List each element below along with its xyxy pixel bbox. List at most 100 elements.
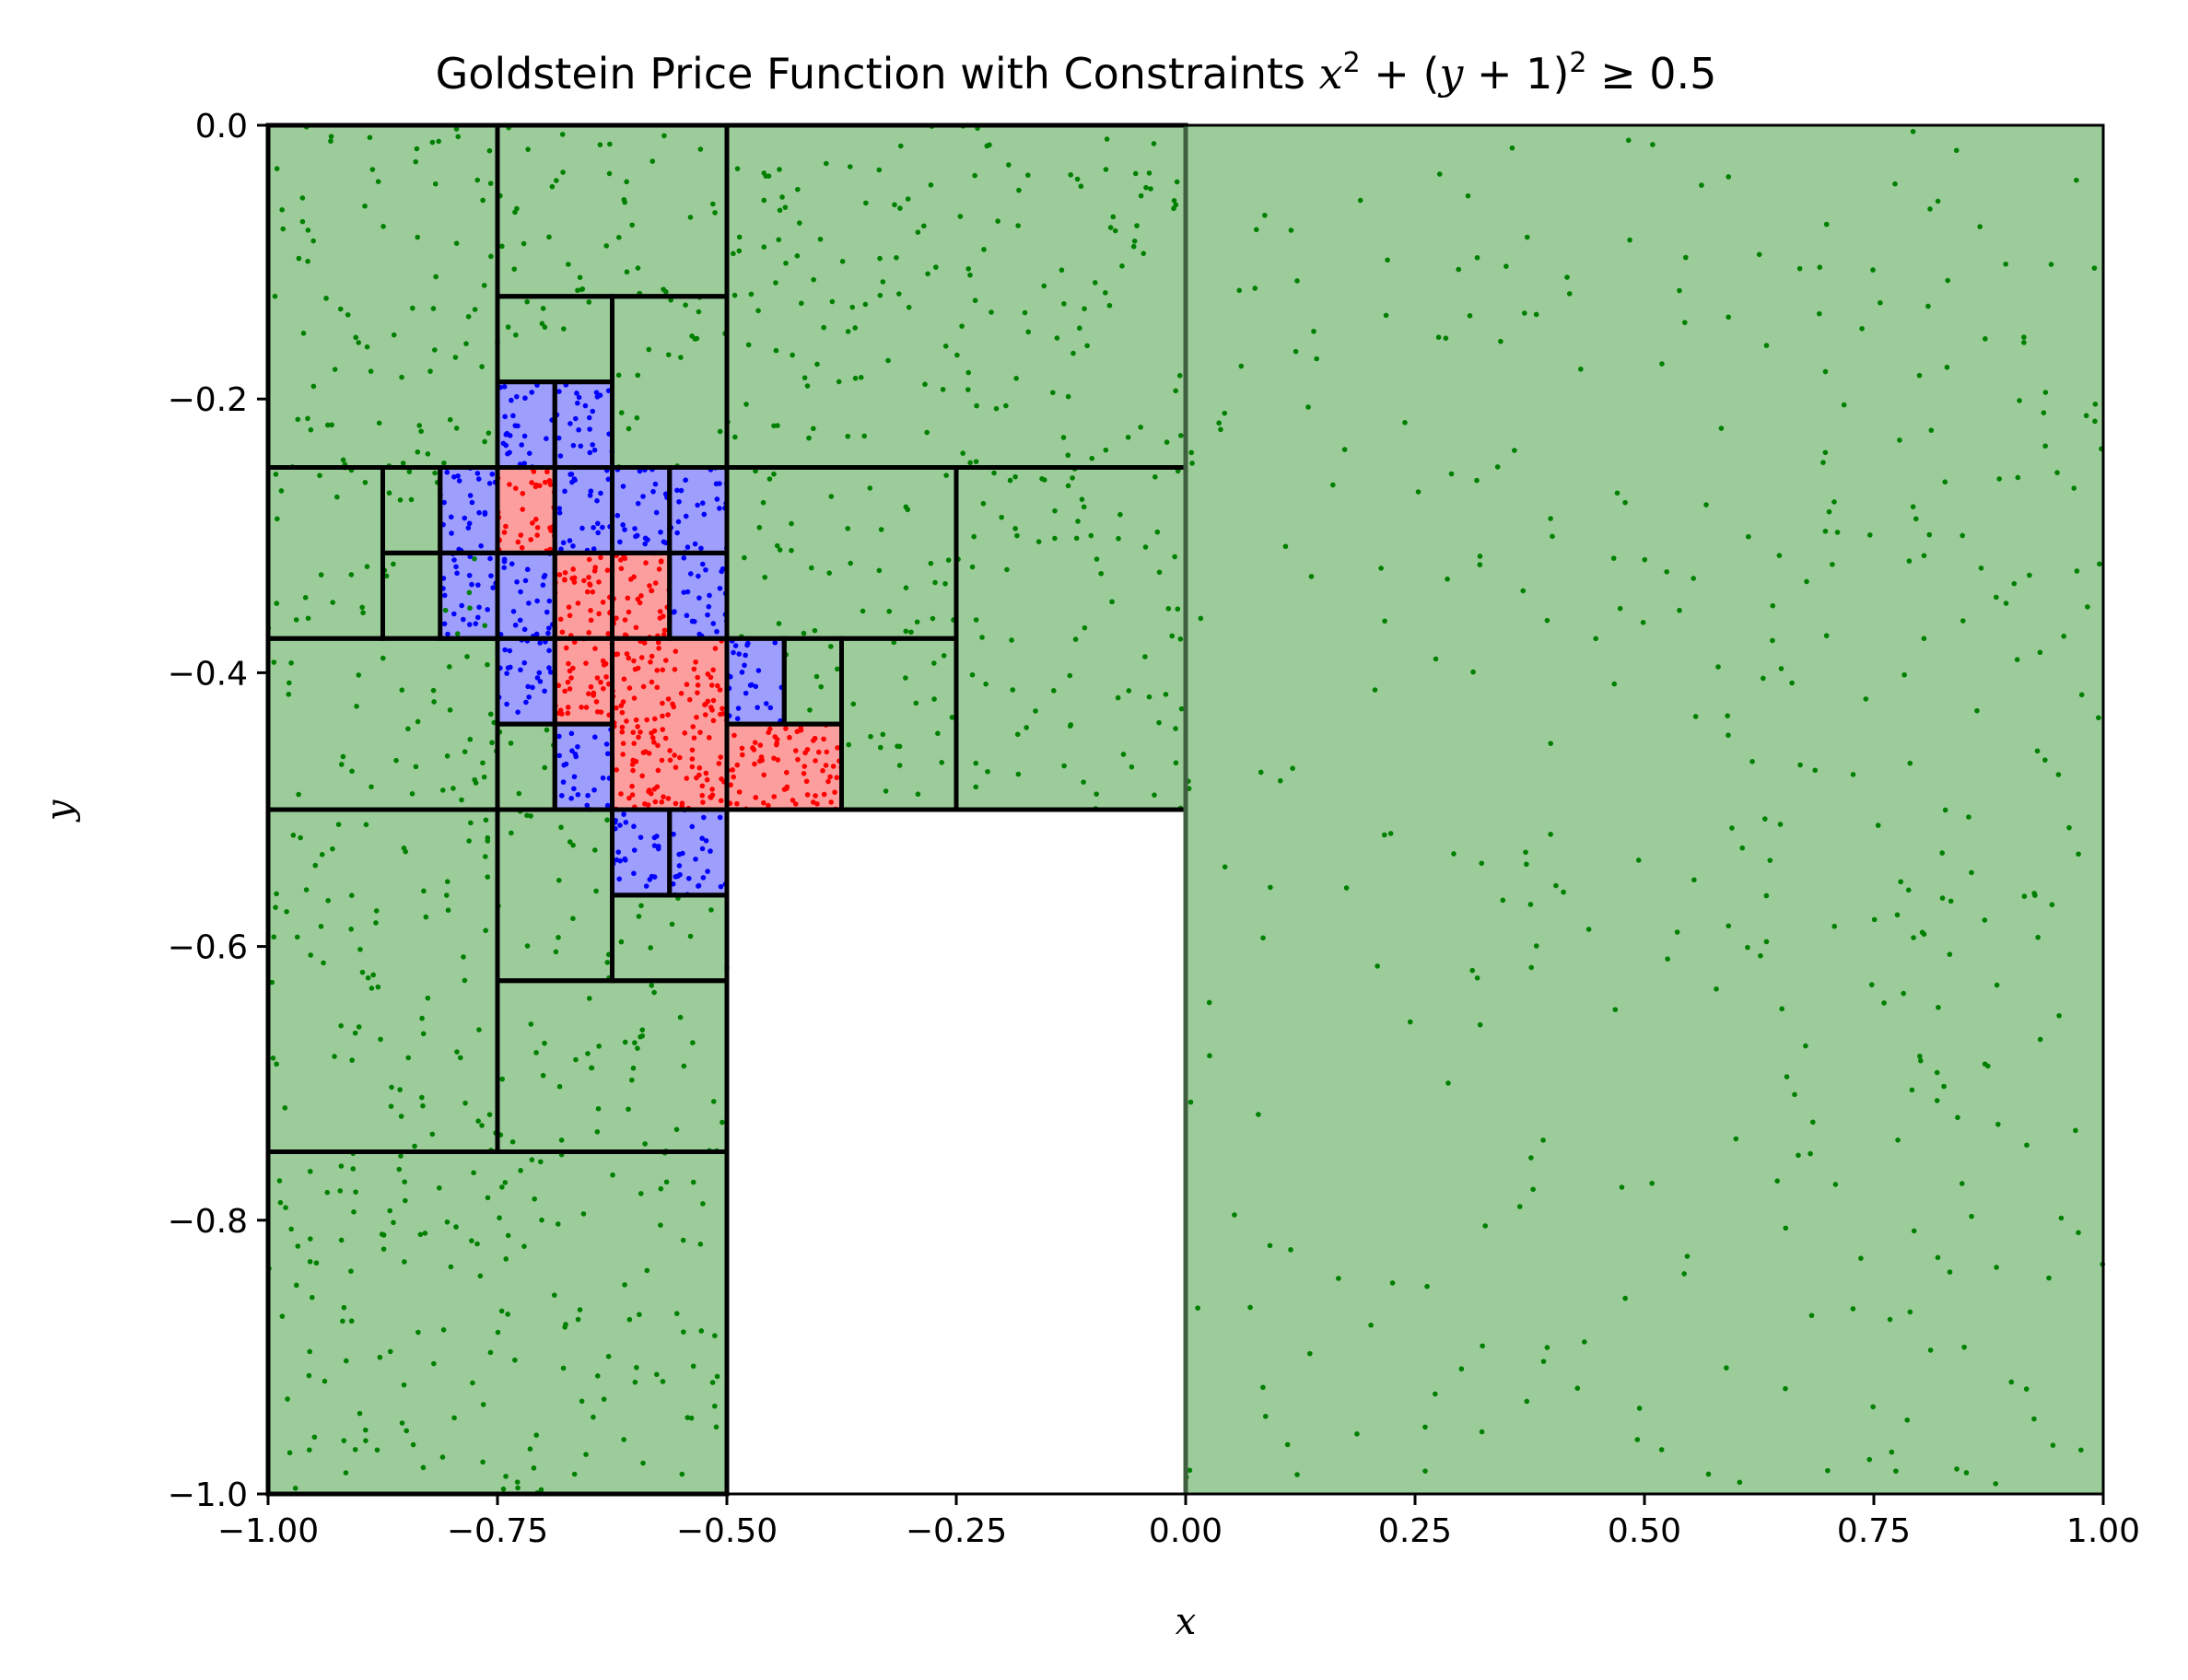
sample-point [999,514,1004,520]
sample-point [1098,570,1104,577]
sample-point [941,653,947,659]
sample-point [516,790,522,797]
sample-point [356,340,362,345]
sample-point [556,510,563,516]
sample-point [876,567,883,574]
sample-point [1188,1099,1194,1105]
sample-point [1267,1242,1273,1249]
sample-point [1336,1276,1341,1281]
sample-point [408,496,415,503]
sample-point [512,209,518,216]
sample-point [447,664,452,670]
sample-point [1073,535,1080,542]
sample-point [755,308,761,314]
sample-point [604,960,611,965]
sample-point [810,799,816,805]
sample-point [991,470,997,476]
sample-point [515,539,521,545]
sample-point [2031,1416,2037,1422]
sample-point [640,1460,646,1466]
sample-point [795,756,801,763]
sample-point [684,682,690,687]
points-feasible [725,123,1184,466]
sample-point [971,533,977,540]
sample-point [858,374,864,380]
sample-point [1714,986,1719,992]
sample-point [677,1014,684,1021]
sample-point [1456,266,1462,273]
sample-point [1699,182,1704,188]
sample-point [476,509,482,516]
sample-point [557,453,564,459]
box-feasible [727,467,956,639]
sample-point [1917,1053,1923,1059]
sample-point [1314,356,1319,362]
sample-point [696,764,703,771]
sample-point [419,1094,425,1101]
sample-point [308,426,314,433]
sample-point [905,196,911,202]
sample-point [1553,882,1559,889]
sample-point [2066,824,2072,831]
sample-point [562,688,567,694]
sample-point [546,665,552,671]
sample-point [451,557,457,563]
sample-point [586,575,591,580]
sample-point [441,499,447,506]
sample-point [942,343,949,349]
x-tick-label: 0.25 [1378,1512,1452,1550]
sample-point [512,485,519,491]
sample-point [821,791,827,798]
sample-point [488,253,494,260]
sample-point [1774,1178,1780,1184]
sample-point [472,555,477,562]
sample-point [690,1179,696,1185]
sample-point [498,1308,505,1314]
sample-point [1330,482,1336,488]
sample-point [1014,532,1020,539]
sample-point [544,469,550,475]
sample-point [703,770,709,776]
sample-point [925,271,930,277]
sample-point [456,478,462,484]
sample-point [691,618,697,624]
sample-point [639,1027,646,1033]
sample-point [1094,791,1099,797]
sample-point [343,1358,349,1364]
sample-point [755,705,760,710]
sample-point [2042,757,2048,763]
sample-point [441,621,448,627]
sample-point [718,883,724,890]
sample-point [1934,1098,1940,1103]
y-tick-label: −0.2 [168,381,248,419]
sample-point [1198,615,1204,622]
sample-point [684,589,691,595]
sample-point [389,1084,394,1091]
sample-point [634,414,640,421]
sample-point [690,724,696,729]
sample-point [1944,364,1950,370]
sample-point [2024,1142,2030,1149]
sample-point [1726,732,1731,739]
sample-point [1533,943,1539,949]
box-feasible [727,125,1186,468]
sample-point [651,716,658,722]
sample-point [756,524,763,531]
sample-point [1375,963,1380,969]
sample-point [1089,455,1095,461]
sample-point [299,218,306,225]
sample-point [1870,1404,1876,1410]
sample-point [2049,902,2055,908]
sample-point [591,847,598,853]
sample-point [700,500,706,507]
sample-point [538,1487,544,1493]
sample-point [328,138,333,145]
sample-point [731,292,738,298]
box-feasible [382,467,440,554]
sample-point [689,756,696,762]
sample-point [328,134,334,139]
sample-point [524,298,530,305]
sample-point [1117,511,1123,518]
sample-point [1389,1280,1396,1286]
sample-point [1642,556,1648,563]
